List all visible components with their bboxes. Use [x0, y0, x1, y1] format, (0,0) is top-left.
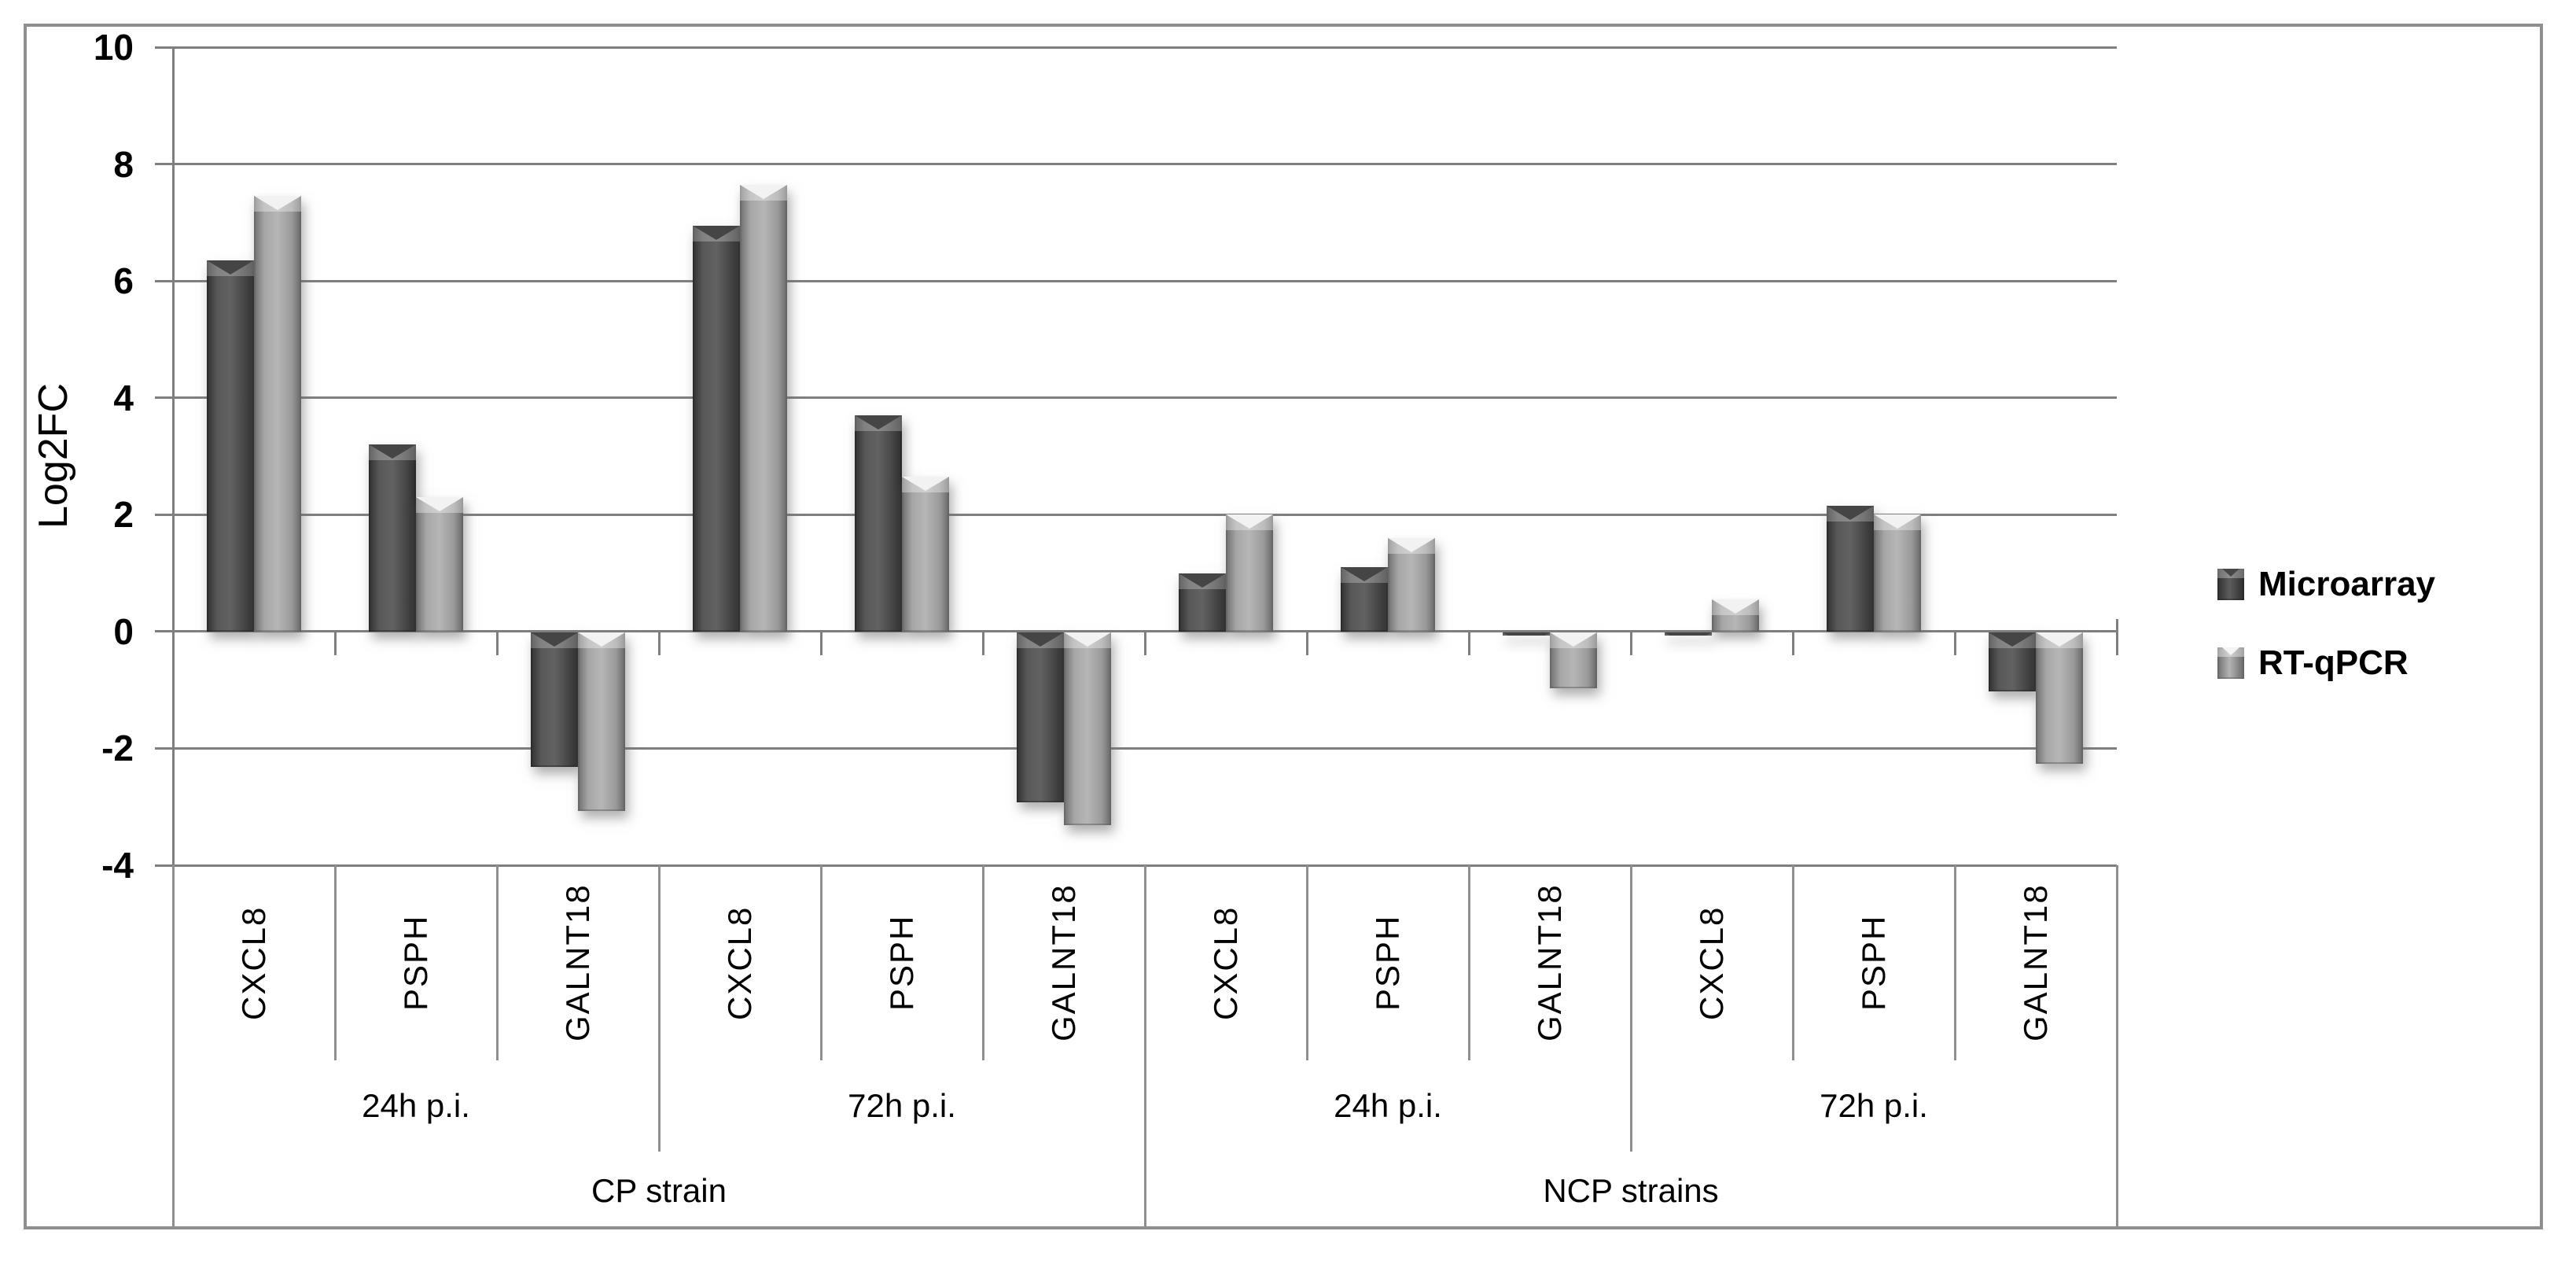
category-label-cxcl8: CXCL8	[235, 905, 272, 1020]
y-axis-label--4: -4	[101, 845, 134, 886]
strain-group-label-0: CP strain	[591, 1171, 727, 1209]
y-axis-label--2: -2	[101, 728, 134, 769]
bar-rt-qpcr-cp-72h-cxcl8	[740, 184, 787, 632]
category-axis-tick	[981, 631, 984, 655]
bar-microarray-cp-24h-cxcl8	[207, 260, 254, 632]
category-label-cxcl8: CXCL8	[1693, 905, 1730, 1020]
category-axis-tick	[2115, 618, 2118, 655]
category-label-galnt18: GALNT18	[1045, 883, 1082, 1042]
y-gridline--2	[173, 746, 2117, 750]
y-gridline-2	[173, 513, 2117, 516]
category-axis-tick	[1143, 631, 1146, 655]
y-axis-tick--2	[155, 746, 173, 750]
bar-rt-qpcr-ncp-24h-cxcl8	[1226, 514, 1273, 632]
category-axis-tick	[819, 631, 822, 655]
y-axis-label-4: 4	[113, 377, 134, 418]
y-axis-label-6: 6	[113, 260, 134, 302]
y-gridline-4	[173, 396, 2117, 400]
legend: Microarray RT-qPCR	[2217, 565, 2435, 722]
category-label-galnt18: GALNT18	[1531, 883, 1568, 1042]
time-group-label-0: 24h p.i.	[362, 1087, 470, 1124]
axis-table-line	[1953, 865, 1956, 1060]
y-gridline-8	[173, 163, 2117, 166]
category-axis-tick	[171, 631, 175, 655]
bar-microarray-cp-72h-cxcl8	[693, 225, 740, 632]
category-axis-tick	[1791, 631, 1794, 655]
category-axis-tick	[333, 631, 337, 655]
axis-table-line	[1629, 865, 1632, 1152]
category-label-psph: PSPH	[397, 914, 434, 1012]
bar-microarray-ncp-24h-psph	[1341, 567, 1388, 632]
y-axis-tick-8	[155, 163, 173, 166]
bar-rt-qpcr-cp-24h-psph	[416, 497, 463, 632]
bar-microarray-ncp-24h-cxcl8	[1179, 573, 1226, 632]
axis-table-line	[2115, 865, 2118, 1229]
y-axis-tick-6	[155, 279, 173, 282]
y-axis-tick-10	[155, 46, 173, 49]
legend-label-microarray: Microarray	[2258, 565, 2436, 603]
bar-rt-qpcr-ncp-72h-psph	[1874, 514, 1921, 632]
category-axis-tick	[495, 631, 499, 655]
y-axis-line	[171, 47, 175, 865]
microarray-swatch-icon	[2217, 569, 2244, 600]
y-axis-label-8: 8	[113, 143, 134, 185]
y-axis-label-10: 10	[93, 27, 134, 68]
bar-rt-qpcr-cp-24h-cxcl8	[254, 196, 301, 632]
bar-rt-qpcr-ncp-24h-galnt18	[1550, 632, 1597, 688]
bar-rt-qpcr-ncp-72h-cxcl8	[1712, 599, 1759, 632]
bar-microarray-ncp-24h-galnt18	[1503, 632, 1550, 636]
axis-table-line	[171, 865, 175, 1229]
category-axis-tick	[657, 631, 661, 655]
bar-rt-qpcr-cp-72h-psph	[902, 477, 949, 632]
bar-rt-qpcr-ncp-72h-galnt18	[2036, 632, 2083, 765]
y-axis-tick-0	[155, 630, 173, 633]
y-axis-tick-4	[155, 396, 173, 400]
bar-microarray-ncp-72h-cxcl8	[1665, 632, 1712, 636]
y-axis-tick-2	[155, 513, 173, 516]
legend-item-microarray: Microarray	[2217, 565, 2435, 604]
time-group-label-1: 72h p.i.	[848, 1087, 956, 1124]
strain-group-label-1: NCP strains	[1543, 1171, 1719, 1209]
y-axis-label-0: 0	[113, 610, 134, 652]
category-axis-tick	[1305, 631, 1308, 655]
category-label-cxcl8: CXCL8	[1207, 905, 1244, 1020]
rt-qpcr-swatch-icon	[2217, 647, 2244, 679]
axis-table-line	[333, 865, 337, 1060]
axis-table-line	[1467, 865, 1470, 1060]
axis-table-line	[1305, 865, 1308, 1060]
axis-table-line	[495, 865, 499, 1060]
bar-rt-qpcr-cp-72h-galnt18	[1064, 632, 1111, 826]
time-group-label-2: 24h p.i.	[1334, 1087, 1442, 1124]
y-gridline-6	[173, 279, 2117, 282]
bar-microarray-cp-72h-galnt18	[1017, 632, 1064, 802]
axis-table-line	[657, 865, 661, 1152]
category-label-psph: PSPH	[883, 914, 920, 1012]
bar-rt-qpcr-cp-24h-galnt18	[578, 632, 625, 811]
bar-microarray-ncp-72h-galnt18	[1989, 632, 2036, 691]
axis-table-line	[981, 865, 984, 1060]
legend-label-rt-qpcr: RT-qPCR	[2258, 643, 2409, 682]
y-gridline-10	[173, 46, 2117, 49]
y-axis-label-2: 2	[113, 494, 134, 536]
legend-item-rt-qpcr: RT-qPCR	[2217, 643, 2435, 683]
axis-table-line	[819, 865, 822, 1060]
category-axis-tick	[1629, 631, 1632, 655]
time-group-label-3: 72h p.i.	[1820, 1087, 1928, 1124]
category-label-psph: PSPH	[1369, 914, 1406, 1012]
category-axis-tick	[1953, 631, 1956, 655]
category-axis-tick	[1467, 631, 1470, 655]
bar-microarray-cp-72h-psph	[855, 415, 902, 632]
y-axis-tick--4	[155, 864, 173, 867]
category-label-cxcl8: CXCL8	[721, 905, 758, 1020]
axis-table-line	[1143, 865, 1146, 1229]
bar-microarray-cp-24h-galnt18	[531, 632, 578, 768]
axis-table-line	[1791, 865, 1794, 1060]
category-label-psph: PSPH	[1855, 914, 1892, 1012]
category-label-galnt18: GALNT18	[559, 883, 596, 1042]
bar-rt-qpcr-ncp-24h-psph	[1388, 538, 1435, 632]
category-label-galnt18: GALNT18	[2017, 883, 2054, 1042]
bar-microarray-cp-24h-psph	[369, 444, 416, 632]
bar-microarray-ncp-72h-psph	[1827, 506, 1874, 632]
